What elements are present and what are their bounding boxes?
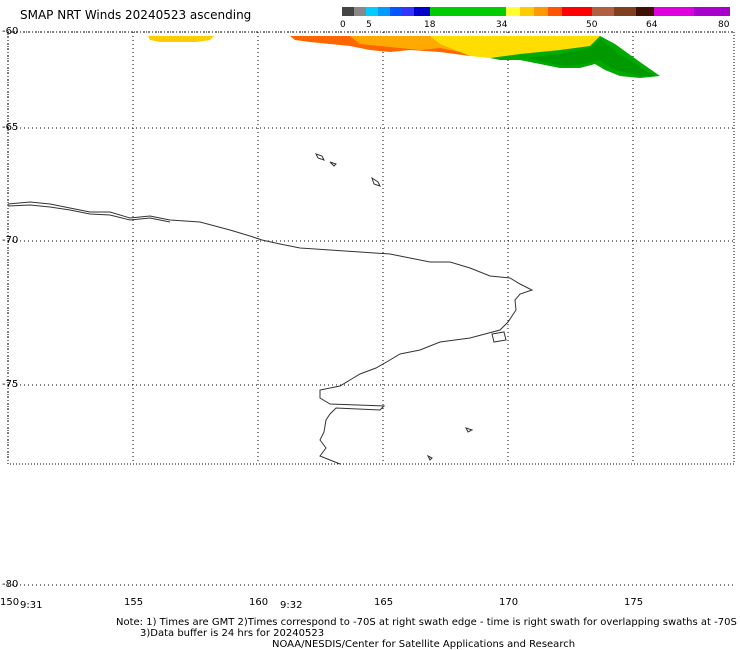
colorbar-tick: 80: [718, 20, 730, 30]
note-line-2: 3)Data buffer is 24 hrs for 20240523: [140, 628, 325, 639]
longitude-label: 155: [124, 597, 144, 608]
latitude-label: -75: [2, 379, 19, 390]
latitude-label: -70: [2, 235, 19, 246]
colorbar-tick: 34: [496, 20, 508, 30]
longitude-gridlines: [7, 32, 634, 464]
wind-swath: [148, 36, 660, 78]
longitude-label: 175: [624, 597, 644, 608]
note-line-1: Note: 1) Times are GMT 2)Times correspon…: [116, 617, 737, 628]
latitude-label: -60: [2, 26, 19, 37]
longitude-label: 165: [374, 597, 394, 608]
swath-time-label: 9:32: [280, 600, 303, 611]
latitude-label: -80: [2, 579, 19, 590]
colorbar-tick: 5: [366, 20, 372, 30]
longitude-label: 170: [499, 597, 519, 608]
swath-time-label: 9:31: [20, 600, 43, 611]
latitude-gridlines: [8, 31, 734, 586]
colorbar-tick: 50: [586, 20, 598, 30]
map-title: SMAP NRT Winds 20240523 ascending: [20, 8, 252, 22]
longitude-label: 160: [249, 597, 269, 608]
colorbar-tick: 0: [340, 20, 346, 30]
longitude-label: 150: [0, 597, 20, 608]
wind-colorbar: [342, 7, 730, 16]
latitude-label: -65: [2, 122, 19, 133]
coastline: [7, 153, 534, 465]
attribution: NOAA/NESDIS/Center for Satellite Applica…: [272, 639, 576, 650]
colorbar-tick: 64: [646, 20, 658, 30]
map-frame: [7, 31, 735, 465]
colorbar-tick: 18: [424, 20, 436, 30]
